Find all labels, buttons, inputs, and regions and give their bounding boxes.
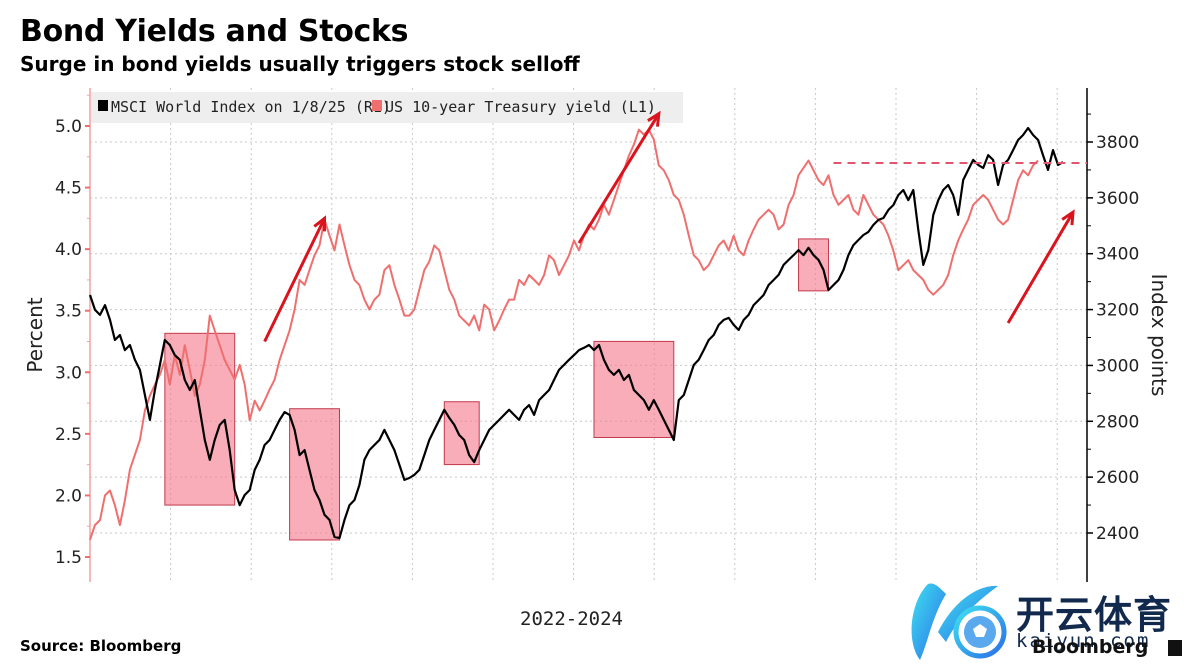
left-tick-label: 3.0 xyxy=(55,363,82,383)
right-tick-label: 3000 xyxy=(1096,356,1139,376)
watermark-logo-icon xyxy=(911,583,1007,660)
right-tick-label: 3200 xyxy=(1096,301,1139,321)
legend-background xyxy=(91,92,683,123)
left-tick-label: 3.5 xyxy=(55,302,82,322)
chart-title: Bond Yields and Stocks xyxy=(20,14,409,49)
left-tick-label: 1.5 xyxy=(55,548,82,568)
left-tick-label: 4.5 xyxy=(55,179,82,199)
right-tick-label: 2400 xyxy=(1096,524,1139,544)
arrow-head-icon xyxy=(647,110,661,127)
left-tick-label: 4.0 xyxy=(55,240,82,260)
right-tick-label: 3600 xyxy=(1096,189,1139,209)
bloomberg-logo-icon xyxy=(1168,640,1182,656)
legend-swatch-msci xyxy=(98,100,108,111)
right-axis-title: Index points xyxy=(1147,274,1171,397)
right-tick-label: 2600 xyxy=(1096,468,1139,488)
watermark-chinese: 开云体育 xyxy=(1016,593,1173,637)
yield-surge-arrow-shaft xyxy=(263,217,326,343)
arrow-head-icon xyxy=(313,215,327,232)
left-tick-label: 2.5 xyxy=(55,425,82,445)
series-line-msci-world xyxy=(88,126,1064,540)
arrow-head-icon xyxy=(1061,209,1075,226)
right-tick-label: 3800 xyxy=(1096,133,1139,153)
source-note: Source: Bloomberg xyxy=(20,637,182,655)
legend-label-yield: US 10-year Treasury yield (L1) xyxy=(385,98,656,116)
legend-swatch-yield xyxy=(372,100,382,111)
selloff-boxes xyxy=(164,238,829,541)
watermark-url: kaiyun.com xyxy=(1016,630,1151,652)
yield-surge-arrow-shaft xyxy=(1006,211,1075,324)
series xyxy=(88,126,1064,541)
grid xyxy=(90,88,1087,582)
legend-label-msci: MSCI World Index on 1/8/25 (R1) xyxy=(111,98,391,116)
selloff-box xyxy=(798,238,829,292)
selloff-box xyxy=(443,401,480,466)
annotations xyxy=(263,110,1087,343)
yield-surge-arrow-shaft xyxy=(577,112,661,244)
chart-subtitle: Surge in bond yields usually triggers st… xyxy=(20,52,580,76)
watermark: 开云体育 kaiyun.com Bloomberg xyxy=(898,572,1188,670)
right-tick-label: 3400 xyxy=(1096,245,1139,265)
left-axis-title: Percent xyxy=(23,297,47,372)
series-line-us-10y-yield xyxy=(89,128,1039,541)
x-axis-label: 2022-2024 xyxy=(520,608,623,630)
bloomberg-brand: Bloomberg xyxy=(1032,636,1149,658)
legend: MSCI World Index on 1/8/25 (R1) US 10-ye… xyxy=(91,92,683,123)
axes: 1.5 2.0 2.5 3.0 3.5 4.0 4.5 5.0 2400 2600 2800 3000… xyxy=(55,88,1139,582)
left-tick-label: 2.0 xyxy=(55,486,82,506)
right-tick-label: 2800 xyxy=(1096,412,1139,432)
selloff-box xyxy=(289,408,340,541)
left-tick-label: 5.0 xyxy=(55,117,82,137)
